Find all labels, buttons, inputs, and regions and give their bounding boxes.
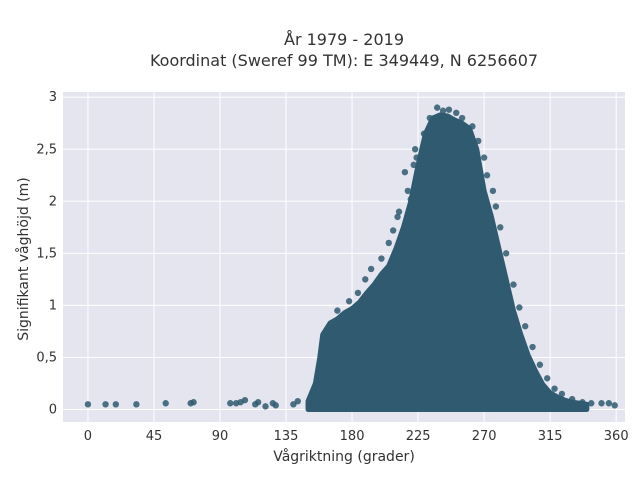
x-tick-label: 360 (604, 429, 629, 444)
data-point (389, 227, 397, 234)
y-tick-label: 2,5 (36, 142, 57, 157)
data-point (112, 401, 120, 408)
data-point (544, 375, 551, 382)
data-point (162, 400, 169, 407)
data-point (551, 385, 558, 392)
x-tick-label: 0 (84, 429, 92, 444)
data-point (529, 343, 536, 351)
x-tick-label: 90 (212, 429, 229, 444)
data-point (411, 146, 419, 153)
y-tick-label: 0,5 (36, 350, 57, 365)
data-point (102, 401, 109, 408)
data-points (84, 104, 618, 413)
data-point (426, 114, 434, 122)
data-point (404, 187, 412, 195)
data-point (510, 281, 517, 288)
x-tick-label: 270 (472, 429, 497, 444)
y-axis-ticks: 0 0,5 1 1,5 2 2,5 3 (36, 90, 57, 417)
chart-title: År 1979 - 2019 (284, 30, 404, 49)
data-point (394, 213, 401, 221)
data-point (378, 255, 385, 262)
data-point (483, 172, 491, 179)
x-tick-label: 225 (406, 429, 431, 444)
data-point (489, 187, 497, 195)
y-tick-label: 1,5 (36, 246, 57, 261)
data-point (598, 400, 605, 407)
data-point (558, 390, 566, 398)
data-point (84, 401, 92, 408)
data-point (445, 106, 453, 113)
data-point (469, 123, 476, 130)
data-point (262, 403, 269, 410)
data-point (294, 397, 301, 405)
data-point (492, 203, 500, 210)
x-tick-label: 135 (274, 429, 299, 444)
data-point (420, 130, 428, 137)
y-tick-label: 2 (49, 194, 57, 209)
data-point (227, 400, 234, 407)
data-point (588, 400, 595, 407)
data-point (522, 323, 529, 330)
data-point (536, 361, 544, 368)
x-axis-label: Vågriktning (grader) (273, 448, 415, 465)
data-point (475, 137, 482, 145)
data-point (367, 265, 375, 273)
y-tick-label: 1 (49, 298, 57, 313)
dense-point-cloud (305, 112, 590, 413)
data-point (133, 401, 140, 408)
data-point (190, 399, 197, 406)
data-point (433, 104, 441, 111)
x-tick-label: 180 (340, 429, 365, 444)
data-point (605, 400, 613, 407)
data-point (345, 298, 353, 305)
y-tick-label: 3 (49, 90, 57, 105)
data-point (254, 399, 262, 406)
data-point (272, 402, 279, 409)
data-point (516, 304, 523, 311)
data-point (362, 276, 369, 283)
data-point (241, 396, 249, 404)
data-point (413, 154, 420, 161)
data-point (334, 307, 341, 314)
data-point (354, 289, 362, 297)
x-axis-ticks: 0 45 90 135 180 225 270 315 360 (84, 429, 629, 444)
y-axis-label: Signifikant våghöjd (m) (15, 177, 32, 340)
data-point (579, 399, 586, 406)
data-point (410, 161, 417, 169)
x-tick-label: 315 (538, 429, 563, 444)
x-tick-label: 45 (146, 429, 163, 444)
data-point (502, 250, 510, 257)
data-point (395, 208, 403, 215)
data-point (453, 109, 460, 117)
chart-subtitle: Koordinat (Sweref 99 TM): E 349449, N 62… (150, 51, 538, 70)
y-tick-label: 0 (49, 403, 57, 418)
data-point (385, 239, 392, 247)
data-point (407, 196, 414, 203)
data-point (458, 114, 466, 122)
data-point (497, 224, 504, 231)
data-point (401, 168, 409, 176)
data-point (439, 107, 447, 114)
data-point (611, 402, 618, 409)
data-point (480, 154, 488, 161)
data-point (568, 395, 576, 403)
